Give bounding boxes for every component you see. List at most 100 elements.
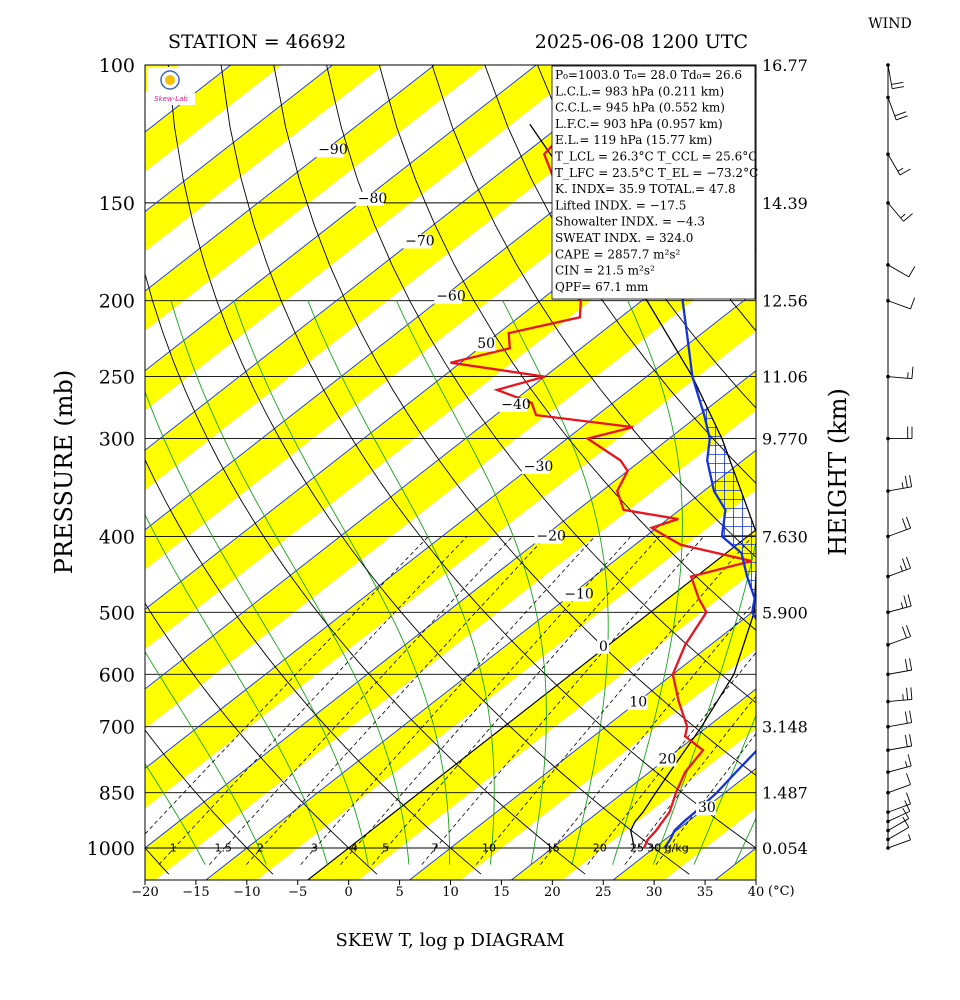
isotherm-label-bg	[521, 459, 550, 474]
x-unit-label: (°C)	[768, 884, 795, 899]
height-ticks: 0.054 1.487 3.148 5.900 7.630 9.770 11.06 12.56…	[762, 56, 808, 858]
isotherm-label: −40	[501, 397, 531, 413]
isotherm-label-bg	[597, 639, 610, 654]
wind-barb-flag	[906, 625, 911, 637]
isotherm-label-bg	[499, 397, 528, 412]
isotherm-label: 10	[629, 695, 647, 711]
temperature-line	[663, 65, 756, 849]
mixing-ratio-line	[421, 536, 705, 865]
moist-adiabat	[233, 300, 451, 865]
pressure-tick-label: 1000	[87, 838, 135, 860]
wind-barb-flag	[906, 687, 909, 700]
wind-barb-flag	[904, 475, 908, 488]
index-line: SWEAT INDX. = 324.0	[555, 231, 693, 245]
wind-level-dot	[886, 95, 890, 100]
wind-barb-flag	[903, 213, 913, 222]
isotherm-label: −60	[436, 289, 466, 305]
isotherm-label-bg	[316, 143, 345, 158]
wind-barbs	[886, 63, 916, 850]
x-tick-label: −15	[182, 885, 209, 900]
isotherm	[145, 131, 756, 610]
dry-adiabat	[273, 65, 756, 776]
isotherm-band	[145, 65, 588, 411]
wind-barb	[887, 264, 910, 278]
pressure-tick-label: 100	[99, 55, 135, 77]
wind-level-dot	[886, 489, 890, 493]
isotherm-label: 20	[658, 752, 676, 768]
isotherm-label: −20	[536, 529, 566, 545]
wind-barb	[887, 300, 911, 310]
index-line: QPF= 67.1 mm	[555, 280, 649, 294]
wind-barb-flag	[904, 658, 908, 671]
diagram-title: SKEW T, log p DIAGRAM	[336, 930, 565, 951]
index-line: C.C.L.= 945 hPa (0.552 km)	[555, 101, 725, 115]
mixing-ratio-line	[475, 536, 753, 865]
wind-barb	[887, 839, 911, 849]
mixing-ratio-label: 1	[170, 841, 177, 854]
isotherm-band	[910, 0, 960, 887]
index-box: P₀=1003.0 T₀= 28.0 Td₀= 26.6 L.C.L.= 983 …	[551, 65, 758, 300]
wind-barb-flag	[909, 658, 913, 671]
logo-text: Skew-Lab	[154, 95, 188, 103]
mixing-ratio-label: 30 g/kg	[647, 841, 689, 854]
x-tick-label: 35	[697, 885, 714, 900]
mixing-ratio-line	[158, 536, 468, 865]
wind-barb	[887, 810, 910, 822]
isotherm-band	[613, 768, 756, 880]
isobar-lines	[145, 65, 756, 849]
dry-adiabat	[326, 65, 756, 704]
index-line: CAPE = 2857.7 m²s²	[555, 247, 681, 261]
isotherm-label: 50	[477, 336, 495, 352]
wind-barb-half	[905, 761, 908, 768]
wind-barb	[887, 97, 897, 121]
isotherm	[145, 370, 756, 849]
wind-barb-flag	[902, 816, 910, 828]
wind-barb	[887, 567, 911, 577]
dry-adiabat	[431, 65, 756, 558]
wind-barb-half	[907, 372, 909, 379]
isotherm	[205, 449, 756, 880]
wind-barb	[887, 605, 912, 613]
wind-barb-flag	[901, 558, 907, 570]
isotherm-label-bg	[562, 587, 591, 602]
index-line: L.C.L.= 983 hPa (0.211 km)	[555, 84, 724, 98]
isotherm-band	[145, 211, 756, 729]
wind-barb	[887, 745, 912, 751]
isotherm-zero	[306, 529, 756, 880]
dry-adiabat	[167, 65, 690, 875]
mixing-ratio-line	[300, 536, 596, 865]
x-tick-label: 15	[493, 885, 510, 900]
wind-barb	[887, 376, 912, 380]
index-line: K. INDX= 35.9 TOTAL.= 47.8	[555, 182, 736, 196]
wind-barb-flag	[894, 111, 907, 117]
isotherm-label: −70	[405, 233, 435, 249]
dry-adiabat	[378, 65, 756, 631]
pressure-tick-label: 400	[99, 526, 135, 548]
wind-barb	[887, 803, 911, 813]
x-tick-label: −10	[233, 885, 260, 900]
wind-barb-flag	[906, 773, 911, 785]
wind-barb-flag	[904, 734, 908, 747]
mixing-ratio-labels: 0.7 1 1.5 2 3 4 5 7 10 15 20 25 30 g/kg	[170, 841, 689, 854]
dry-adiabat	[484, 65, 756, 484]
logo: Skew-Lab	[147, 67, 195, 105]
dry-adiabat	[145, 272, 586, 875]
mixing-ratio-line	[145, 536, 429, 835]
height-tick-label: 11.06	[762, 368, 808, 387]
wind-barb	[887, 722, 912, 728]
x-tick-label: 10	[442, 885, 459, 900]
wind-barb	[887, 827, 910, 840]
height-tick-label: 9.770	[762, 430, 808, 449]
wind-barb	[887, 669, 912, 675]
moist-adiabats	[145, 300, 756, 865]
moist-adiabat	[693, 714, 756, 865]
temperature-ticks: −20 −15 −10 −5 0 5 10 15 20 25 30 35 40	[131, 880, 764, 900]
dry-adiabats	[145, 65, 756, 875]
mixing-ratio-label: 5	[382, 841, 389, 854]
isotherm-label-bg	[475, 337, 496, 352]
wind-barb-half	[899, 565, 903, 572]
wind-barb	[887, 202, 904, 222]
dry-adiabat	[145, 847, 170, 875]
mixing-ratio-label: 4	[350, 841, 357, 854]
wind-barb	[887, 527, 911, 537]
